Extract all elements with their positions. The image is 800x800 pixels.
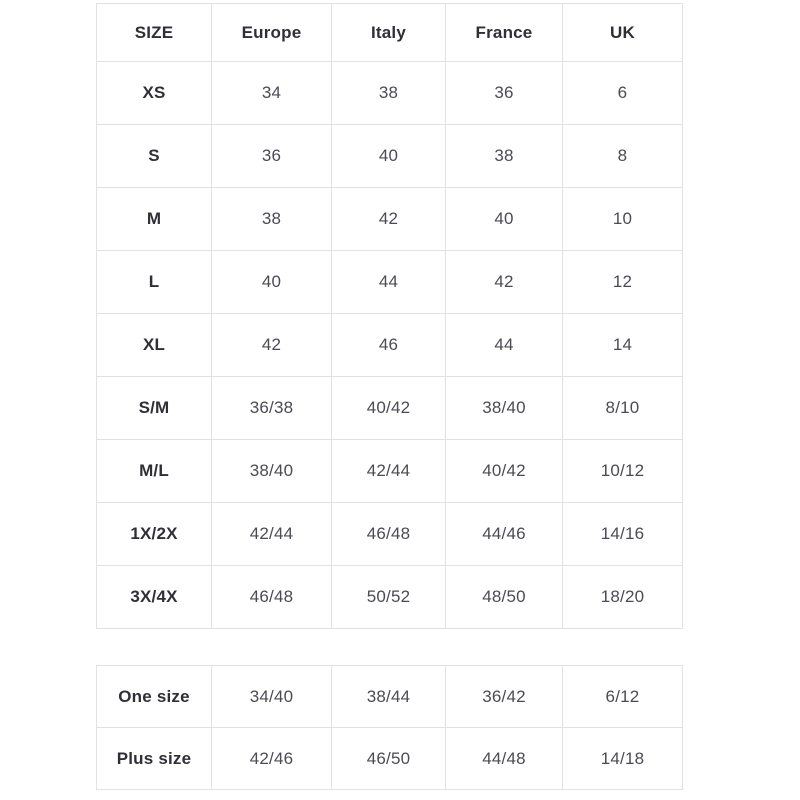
size-cell: L xyxy=(96,250,212,314)
value-cell: 46 xyxy=(331,313,446,377)
size-cell: M/L xyxy=(96,439,212,503)
column-header-france: France xyxy=(445,3,563,62)
value-cell: 36/42 xyxy=(445,665,563,728)
value-cell: 36 xyxy=(445,61,563,125)
value-cell: 44 xyxy=(331,250,446,314)
column-header-italy: Italy xyxy=(331,3,446,62)
value-cell: 48/50 xyxy=(445,565,563,629)
value-cell: 14 xyxy=(562,313,683,377)
value-cell: 8/10 xyxy=(562,376,683,440)
value-cell: 42 xyxy=(331,187,446,251)
value-cell: 18/20 xyxy=(562,565,683,629)
value-cell: 42 xyxy=(211,313,332,377)
size-conversion-table: SIZE Europe Italy France UK XS 34 38 36 … xyxy=(96,3,683,629)
table-row: 1X/2X 42/44 46/48 44/46 14/16 xyxy=(96,502,683,566)
value-cell: 38 xyxy=(211,187,332,251)
table-row: S 36 40 38 8 xyxy=(96,124,683,188)
value-cell: 38/40 xyxy=(211,439,332,503)
value-cell: 40 xyxy=(445,187,563,251)
value-cell: 44 xyxy=(445,313,563,377)
column-header-uk: UK xyxy=(562,3,683,62)
size-cell: XL xyxy=(96,313,212,377)
value-cell: 46/50 xyxy=(331,727,446,790)
value-cell: 44/46 xyxy=(445,502,563,566)
value-cell: 42/44 xyxy=(331,439,446,503)
size-cell: One size xyxy=(96,665,212,728)
special-sizes-table: One size 34/40 38/44 36/42 6/12 Plus siz… xyxy=(96,665,683,790)
value-cell: 42/46 xyxy=(211,727,332,790)
value-cell: 38 xyxy=(331,61,446,125)
value-cell: 12 xyxy=(562,250,683,314)
value-cell: 34 xyxy=(211,61,332,125)
column-header-size: SIZE xyxy=(96,3,212,62)
value-cell: 40/42 xyxy=(331,376,446,440)
value-cell: 40 xyxy=(331,124,446,188)
size-cell: 3X/4X xyxy=(96,565,212,629)
table-row: XS 34 38 36 6 xyxy=(96,61,683,125)
value-cell: 38 xyxy=(445,124,563,188)
table-row: M 38 42 40 10 xyxy=(96,187,683,251)
value-cell: 14/16 xyxy=(562,502,683,566)
table-row: 3X/4X 46/48 50/52 48/50 18/20 xyxy=(96,565,683,629)
size-cell: 1X/2X xyxy=(96,502,212,566)
value-cell: 42/44 xyxy=(211,502,332,566)
value-cell: 38/40 xyxy=(445,376,563,440)
table-row: M/L 38/40 42/44 40/42 10/12 xyxy=(96,439,683,503)
header-row: SIZE Europe Italy France UK xyxy=(96,3,683,62)
value-cell: 6/12 xyxy=(562,665,683,728)
size-cell: Plus size xyxy=(96,727,212,790)
value-cell: 46/48 xyxy=(331,502,446,566)
value-cell: 36/38 xyxy=(211,376,332,440)
size-cell: S/M xyxy=(96,376,212,440)
value-cell: 6 xyxy=(562,61,683,125)
size-cell: S xyxy=(96,124,212,188)
value-cell: 40 xyxy=(211,250,332,314)
value-cell: 50/52 xyxy=(331,565,446,629)
value-cell: 40/42 xyxy=(445,439,563,503)
table-row: L 40 44 42 12 xyxy=(96,250,683,314)
value-cell: 42 xyxy=(445,250,563,314)
value-cell: 38/44 xyxy=(331,665,446,728)
table-row: One size 34/40 38/44 36/42 6/12 xyxy=(96,665,683,728)
value-cell: 46/48 xyxy=(211,565,332,629)
value-cell: 10/12 xyxy=(562,439,683,503)
value-cell: 36 xyxy=(211,124,332,188)
table-row: S/M 36/38 40/42 38/40 8/10 xyxy=(96,376,683,440)
column-header-europe: Europe xyxy=(211,3,332,62)
table-row: Plus size 42/46 46/50 44/48 14/18 xyxy=(96,727,683,790)
value-cell: 10 xyxy=(562,187,683,251)
value-cell: 8 xyxy=(562,124,683,188)
value-cell: 34/40 xyxy=(211,665,332,728)
size-cell: XS xyxy=(96,61,212,125)
size-cell: M xyxy=(96,187,212,251)
table-row: XL 42 46 44 14 xyxy=(96,313,683,377)
value-cell: 14/18 xyxy=(562,727,683,790)
value-cell: 44/48 xyxy=(445,727,563,790)
